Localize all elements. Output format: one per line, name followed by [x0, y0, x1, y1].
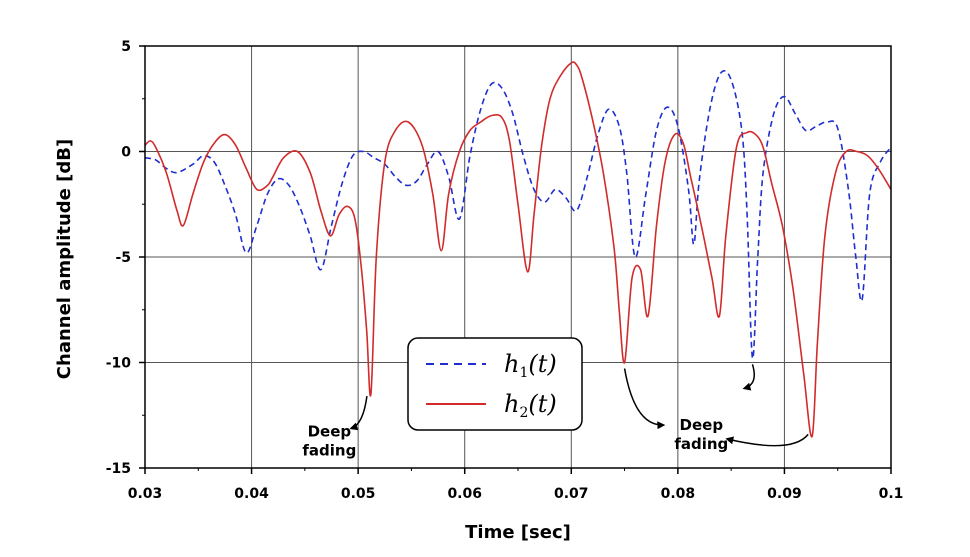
y-tick-label: 5 [121, 39, 131, 55]
x-tick-label: 0.04 [234, 486, 269, 502]
annotation-arrow [349, 396, 368, 431]
x-axis-title: Time [sec] [465, 522, 571, 543]
legend-label-h1: h1(t) [504, 350, 557, 381]
deep-fading-label: Deep [680, 416, 724, 434]
y-tick-labels: 5 0 -5 -10 -15 [106, 39, 132, 477]
legend: h1(t) h2(t) [407, 337, 583, 431]
x-tick-labels: 0.03 0.04 0.05 0.06 0.07 0.08 0.09 0.1 [128, 486, 904, 502]
x-tick-label: 0.03 [128, 486, 163, 502]
annotation-arrow [742, 364, 755, 391]
deep-fading-label: fading [674, 435, 728, 453]
tick-marks [139, 45, 892, 474]
series-line-h2 [144, 61, 892, 438]
x-tick-label: 0.1 [879, 486, 904, 502]
series-line-h1 [144, 69, 892, 360]
y-tick-label: -15 [106, 461, 131, 477]
annotation-arrow [623, 368, 666, 430]
legend-label-h2: h2(t) [504, 390, 557, 421]
y-tick-label: -5 [115, 250, 131, 266]
x-tick-label: 0.08 [661, 486, 696, 502]
x-tick-label: 0.07 [554, 486, 589, 502]
x-tick-label: 0.05 [341, 486, 376, 502]
y-tick-label: 0 [121, 145, 131, 161]
legend-box [407, 337, 583, 431]
x-tick-label: 0.09 [767, 486, 802, 502]
annotation-arrow [725, 433, 809, 447]
x-tick-label: 0.06 [447, 486, 482, 502]
y-tick-label: -10 [106, 356, 132, 372]
deep-fading-label: fading [302, 441, 356, 459]
deep-fading-label: Deep [308, 422, 352, 440]
series-group [144, 61, 892, 438]
y-axis-title: Channel amplitude [dB] [54, 139, 75, 379]
